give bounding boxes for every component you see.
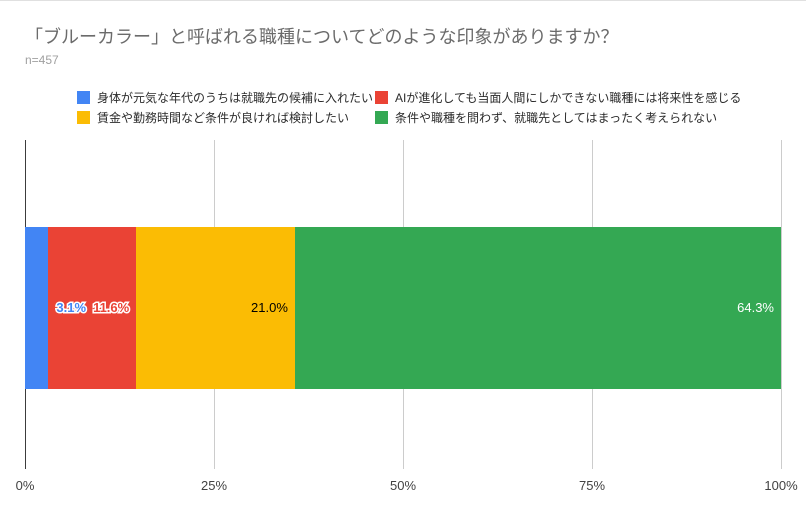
x-axis-tick-label: 75% (578, 478, 606, 493)
bar-segment-0[interactable] (25, 227, 49, 389)
legend-item-2: 賃金や勤務時間など条件が良ければ検討したい (77, 110, 350, 125)
chart-subtitle-sample-size: n=457 (25, 53, 59, 67)
legend-swatch-icon (375, 90, 388, 104)
bar-annotation-3: 64.3% (737, 300, 774, 315)
x-axis-tick-label: 100% (764, 478, 798, 493)
legend-label: AIが進化しても当面人間にしかできない職種には将来性を感じる (395, 90, 742, 105)
bar-segment-1[interactable] (48, 227, 137, 389)
legend-label: 身体が元気な年代のうちは就職先の候補に入れたい (97, 90, 374, 105)
bar-annotations-overflow: 3.1% 11.6% (55, 299, 131, 317)
legend-swatch-icon (77, 90, 90, 104)
legend-item-1: AIが進化しても当面人間にしかできない職種には将来性を感じる (375, 90, 742, 105)
legend-swatch-icon (375, 110, 388, 124)
legend-item-3: 条件や職種を問わず、就職先としてはまったく考えられない (375, 110, 718, 125)
x-axis-tick-label: 50% (389, 478, 417, 493)
plot-area: 0% 25% 50% 75% 100% 21.0% 64.3% 3.1% 11.6% (16, 140, 798, 493)
legend-label: 賃金や勤務時間など条件が良ければ検討したい (97, 110, 350, 125)
bar-annotation-2: 21.0% (251, 300, 288, 315)
chart-title: 「ブルーカラー」と呼ばれる職種についてどのような印象がありますか？ (25, 27, 619, 47)
bar-annotation-1: 11.6% (92, 299, 131, 317)
x-axis-tick-label: 25% (200, 478, 228, 493)
legend-swatch-icon (77, 110, 90, 124)
legend-label: 条件や職種を問わず、就職先としてはまったく考えられない (395, 110, 718, 125)
legend-item-0: 身体が元気な年代のうちは就職先の候補に入れたい (77, 90, 374, 105)
stacked-bar (25, 227, 781, 389)
bar-segment-3[interactable] (294, 227, 781, 389)
bar-segment-2[interactable] (136, 227, 295, 389)
x-axis-tick-label: 0% (15, 478, 35, 493)
bar-annotation-0: 3.1% (55, 299, 88, 317)
gridline-100% (781, 140, 782, 469)
